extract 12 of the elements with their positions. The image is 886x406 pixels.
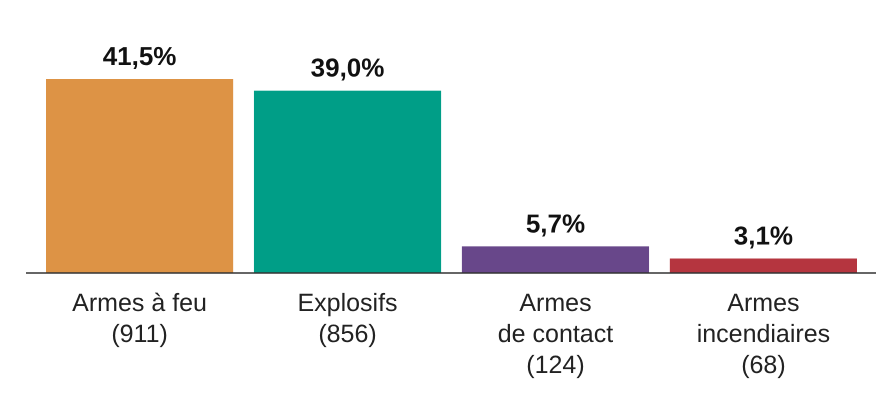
bar <box>254 90 442 273</box>
x-tick-label: Explosifs (856) <box>298 289 398 348</box>
x-tick-label: Armes de contact (124) <box>498 289 614 379</box>
data-label: 3,1% <box>734 220 794 251</box>
data-label: 41,5% <box>102 41 176 71</box>
x-tick-label: Armes à feu (911) <box>72 289 207 348</box>
data-label: 5,7% <box>526 208 586 238</box>
x-tick-label: Armes incendiaires (68) <box>696 289 830 379</box>
bar <box>46 79 234 273</box>
bar <box>462 246 650 273</box>
data-label: 39,0% <box>310 52 384 83</box>
bar <box>670 258 857 273</box>
